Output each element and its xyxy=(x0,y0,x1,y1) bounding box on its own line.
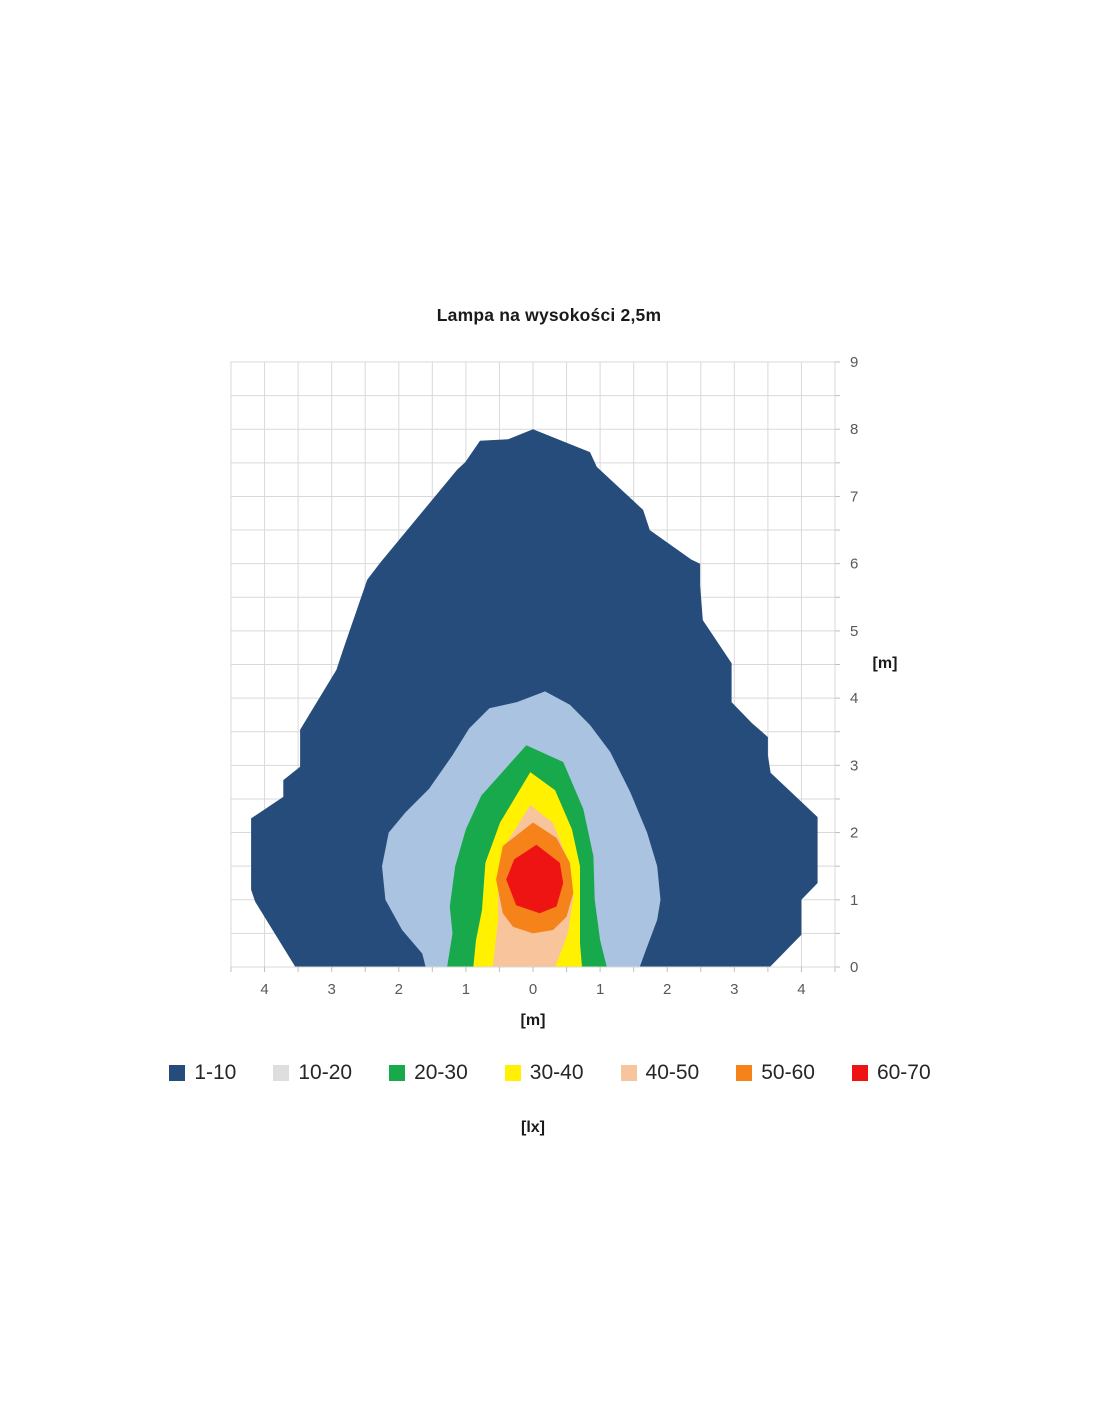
legend-swatch xyxy=(169,1065,186,1081)
legend-item-30-40: 30-40 xyxy=(504,1061,584,1085)
x-tick-label: 1 xyxy=(462,981,470,998)
y-tick-label: 9 xyxy=(850,354,858,371)
contour-plot: 4 3 2 1 0 1 2 3 4 0 1 2 3 4 5 6 7 8 9 [m] xyxy=(230,354,898,998)
x-tick-label: 4 xyxy=(797,981,805,998)
contour-band-60-70 xyxy=(506,844,564,914)
y-tick-label: 2 xyxy=(850,825,858,842)
legend-label: 1-10 xyxy=(194,1061,237,1084)
legend-swatch xyxy=(273,1065,290,1081)
legend-unit-label: [lx] xyxy=(521,1119,545,1136)
x-tick-label: 4 xyxy=(260,981,268,998)
y-tick-label: 5 xyxy=(850,623,858,640)
legend-label: 30-40 xyxy=(529,1061,584,1084)
x-tick-label: 2 xyxy=(395,981,403,998)
x-tick-label: 0 xyxy=(529,981,537,998)
legend-label: 20-30 xyxy=(414,1061,468,1084)
x-tick-label: 3 xyxy=(327,981,335,998)
legend-label: 50-60 xyxy=(761,1061,815,1084)
legend-swatch xyxy=(620,1065,637,1081)
x-tick-label: 1 xyxy=(596,981,604,998)
legend-item-50-60: 50-60 xyxy=(736,1061,815,1085)
legend-item-20-30: 20-30 xyxy=(389,1061,468,1085)
legend-item-60-70: 60-70 xyxy=(851,1061,931,1085)
y-tick-label: 3 xyxy=(850,757,858,774)
legend-label: 40-50 xyxy=(645,1061,700,1084)
legend-label: 10-20 xyxy=(298,1061,353,1084)
legend-label: 60-70 xyxy=(876,1061,931,1084)
legend: 1-10 10-20 20-30 30-40 40-50 50-60 60-70 xyxy=(0,1061,1100,1085)
y-tick-label: 6 xyxy=(850,556,858,573)
legend-item-40-50: 40-50 xyxy=(620,1061,700,1085)
legend-swatch xyxy=(736,1065,753,1081)
contour-bands xyxy=(251,429,818,967)
y-tick-label: 1 xyxy=(850,892,858,909)
x-tick-label: 2 xyxy=(663,981,671,998)
x-tick-label: 3 xyxy=(730,981,738,998)
x-tick-labels: 4 3 2 1 0 1 2 3 4 xyxy=(260,981,805,998)
y-tick-labels: 0 1 2 3 4 5 6 7 8 9 xyxy=(850,354,858,976)
y-tick-label: 7 xyxy=(850,488,858,505)
x-axis-title: [m] xyxy=(520,1012,546,1029)
legend-swatch xyxy=(851,1065,868,1081)
legend-item-10-20: 10-20 xyxy=(273,1061,352,1085)
chart-title: Lampa na wysokości 2,5m xyxy=(436,305,662,325)
legend-swatch xyxy=(504,1065,521,1081)
y-tick-label: 0 xyxy=(850,959,858,976)
y-tick-label: 8 xyxy=(850,421,858,438)
y-tick-label: 4 xyxy=(850,690,858,707)
legend-item-1-10: 1-10 xyxy=(169,1061,236,1085)
tick-marks xyxy=(230,361,840,972)
legend-swatch xyxy=(389,1065,406,1081)
y-axis-title: [m] xyxy=(873,655,898,672)
